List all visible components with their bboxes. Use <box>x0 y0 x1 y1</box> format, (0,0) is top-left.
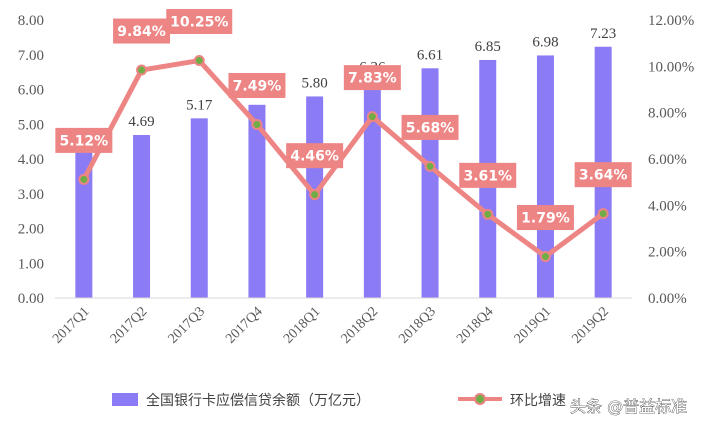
rate-label-box <box>228 72 286 98</box>
category-label: 2017Q1 <box>50 304 93 347</box>
left-axis-tick: 4.00 <box>18 152 44 168</box>
left-axis-tick: 3.00 <box>18 187 44 203</box>
rate-label: 7.83% <box>343 65 401 91</box>
bar-value-label: 6.98 <box>532 34 558 50</box>
right-axis-tick: 6.00% <box>648 152 687 168</box>
right-axis-tick: 10.00% <box>648 59 694 75</box>
bar-series <box>75 46 612 299</box>
right-axis-tick: 2.00% <box>648 245 687 261</box>
bar <box>190 118 208 298</box>
left-axis-tick: 5.00 <box>18 117 44 133</box>
rate-label-text: 7.49% <box>233 78 282 94</box>
left-axis: 0.00 1.00 2.00 3.00 4.00 5.00 6.00 7.00 8.00 <box>18 13 44 307</box>
rate-marker <box>309 189 321 201</box>
rate-label-text: 5.12% <box>60 133 109 149</box>
rate-label: 10.25% <box>166 9 233 35</box>
rate-marker <box>136 64 148 76</box>
rate-label-box <box>401 114 459 140</box>
rate-label-text: 9.84% <box>117 24 166 40</box>
bar-value-label: 5.80 <box>302 75 328 91</box>
bar <box>133 135 151 298</box>
rate-label-text: 3.64% <box>579 168 628 184</box>
bar-value-label: 7.23 <box>590 26 616 42</box>
category-label: 2017Q4 <box>223 304 266 347</box>
line-series <box>78 55 609 263</box>
rate-label-text: 4.46% <box>290 149 339 165</box>
legend: 全国银行卡应偿信贷余额（万亿元） 环比增速 <box>112 392 566 409</box>
rate-marker <box>193 55 205 67</box>
bar <box>363 80 381 298</box>
rate-label-text: 7.83% <box>348 71 397 87</box>
category-label: 2017Q2 <box>108 304 151 347</box>
rate-marker <box>366 111 378 123</box>
right-axis-tick: 8.00% <box>648 106 687 122</box>
rate-marker <box>424 160 436 172</box>
legend-line-marker <box>474 393 486 405</box>
rate-marker <box>597 208 609 220</box>
rate-label: 1.79% <box>516 205 574 231</box>
bar <box>536 55 554 298</box>
rate-label: 4.46% <box>286 143 344 169</box>
rate-label-text: 10.25% <box>170 15 228 31</box>
legend-line-label: 环比增速 <box>510 393 566 409</box>
rate-label-box <box>113 18 171 44</box>
bar <box>248 104 266 298</box>
watermark: 经金融 头条 @普益标准 <box>570 383 688 416</box>
category-label: 2019Q1 <box>512 304 555 347</box>
right-axis-tick: 4.00% <box>648 198 687 214</box>
bar-value-labels: 4.274.695.175.565.806.266.616.856.987.23 <box>71 26 617 145</box>
category-label: 2018Q4 <box>454 304 497 347</box>
rate-label-box <box>459 162 517 188</box>
rate-marker <box>539 251 551 263</box>
right-axis: 0.00% 2.00% 4.00% 6.00% 8.00% 10.00% 12.00% <box>648 13 694 307</box>
rate-label: 3.64% <box>574 162 632 188</box>
rate-label-box <box>55 127 113 153</box>
watermark-faint-text: 经金融 <box>640 383 688 402</box>
rate-label-box <box>286 143 344 169</box>
rate-label-box <box>516 205 574 231</box>
right-axis-tick: 0.00% <box>648 291 687 307</box>
rate-marker <box>78 173 90 185</box>
left-axis-tick: 7.00 <box>18 48 44 64</box>
category-label: 2018Q3 <box>396 304 439 347</box>
rate-marker <box>251 118 263 130</box>
bar <box>421 68 439 299</box>
rate-label: 7.49% <box>228 72 286 98</box>
left-axis-tick: 8.00 <box>18 13 44 29</box>
bar-value-label: 6.61 <box>417 47 443 63</box>
rate-label: 3.61% <box>459 162 517 188</box>
category-label: 2018Q2 <box>339 304 382 347</box>
bar-value-label: 4.69 <box>128 114 154 130</box>
rate-label: 5.12% <box>55 127 113 153</box>
category-label: 2019Q2 <box>569 304 612 347</box>
legend-bar-swatch <box>112 393 138 406</box>
category-label: 2017Q3 <box>166 304 209 347</box>
right-axis-tick: 12.00% <box>648 13 694 29</box>
category-labels: 2017Q1 2017Q2 2017Q3 2017Q4 2018Q1 2018Q2 2018… <box>50 304 612 347</box>
rate-marker <box>482 208 494 220</box>
bar-value-label: 6.85 <box>475 39 501 55</box>
rate-line <box>81 58 605 260</box>
legend-bar-label: 全国银行卡应偿信贷余额（万亿元） <box>146 392 370 409</box>
rate-label: 5.68% <box>401 114 459 140</box>
rate-label: 9.84% <box>113 18 171 44</box>
rate-label-text: 3.61% <box>463 168 512 184</box>
rate-label-text: 1.79% <box>521 211 570 227</box>
rate-label-text: 5.68% <box>406 120 455 136</box>
left-axis-tick: 6.00 <box>18 83 44 99</box>
rate-label-box <box>166 9 233 35</box>
bar <box>75 149 93 298</box>
rate-labels: 5.12% 9.84%10.25% 7.49% 4.46% 7.83% 5.68% 3.61… <box>55 9 632 231</box>
rate-label-box <box>343 65 401 91</box>
watermark-text: 头条 @普益标准 <box>570 397 687 416</box>
left-axis-tick: 2.00 <box>18 222 44 238</box>
category-label: 2018Q1 <box>281 304 324 347</box>
rate-label-box <box>574 162 632 188</box>
bar-value-label: 5.17 <box>186 97 213 113</box>
left-axis-tick: 0.00 <box>18 291 44 307</box>
left-axis-tick: 1.00 <box>18 256 44 272</box>
